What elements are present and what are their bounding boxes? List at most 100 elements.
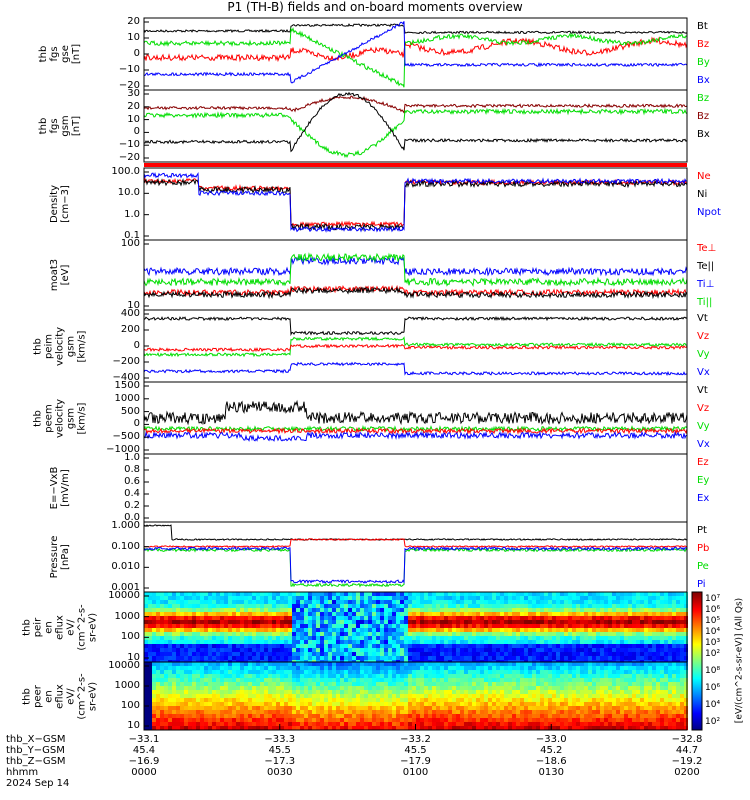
legend-entry: Pi bbox=[697, 579, 706, 590]
ytick-label: 0.1 bbox=[124, 230, 140, 241]
ytick-label: 1500 bbox=[114, 380, 140, 391]
colorbar-tick: 10⁶ bbox=[705, 605, 721, 615]
xaxis-value: −33.0 bbox=[535, 734, 567, 745]
ytick-label: 20 bbox=[127, 100, 140, 112]
vz-peem-line bbox=[143, 426, 688, 436]
xaxis-value: −33.1 bbox=[128, 734, 160, 745]
colorbar-tick: 10² bbox=[705, 649, 721, 659]
ytick-label: 500 bbox=[120, 405, 140, 417]
ion-spectrogram bbox=[144, 592, 688, 664]
legend-entry: Vy bbox=[697, 421, 710, 432]
panel-ylabel: thb peir en eflux eV/ (cm^2-s- sr-eV) bbox=[21, 603, 99, 651]
ytick-label: 10 bbox=[127, 32, 140, 43]
legend-entry: Ex bbox=[697, 493, 710, 504]
legend-entry: Vt bbox=[697, 313, 708, 324]
ytick-label: −20 bbox=[118, 80, 140, 91]
xaxis-value: 0200 bbox=[674, 767, 700, 778]
ytick-label: −10 bbox=[118, 139, 140, 151]
panel-ylabel: Density [cm−3] bbox=[49, 184, 71, 224]
legend-entry: Bz bbox=[697, 39, 710, 50]
panel-ylabel: thb fgs gse [nT] bbox=[38, 43, 82, 65]
legend-entry: Ti⊥ bbox=[697, 279, 715, 290]
xaxis-row-label: thb_Z−GSM bbox=[6, 756, 66, 767]
legend-entry: Te|| bbox=[697, 261, 715, 272]
pi-line bbox=[143, 546, 688, 585]
ytick-label: 0.4 bbox=[124, 488, 140, 499]
legend-entry: Vx bbox=[697, 367, 710, 378]
te-par-line bbox=[143, 286, 688, 300]
ytick-label: 0 bbox=[133, 418, 140, 430]
legend-entry: Vz bbox=[697, 403, 710, 414]
legend-entry: Ez bbox=[697, 457, 709, 468]
ytick-label: 20 bbox=[127, 16, 140, 27]
ytick-label: 10.0 bbox=[117, 187, 140, 199]
xaxis-value: 0100 bbox=[402, 767, 429, 778]
vx-peem-line bbox=[143, 430, 688, 442]
bz-gsm-line bbox=[143, 95, 688, 114]
colorbar-label: [eV/(cm^2-s-sr-eV)] (All Qs) bbox=[734, 597, 745, 724]
by-gsm-line bbox=[143, 107, 688, 158]
colorbar-tick: 10³ bbox=[705, 638, 721, 648]
legend-entry: Vz bbox=[697, 331, 710, 342]
ytick-label: 1.0 bbox=[124, 208, 140, 220]
colorbar bbox=[691, 591, 703, 731]
panel-frame-temp bbox=[143, 239, 688, 311]
colorbar-tick: 10⁵ bbox=[705, 616, 721, 626]
ytick-label: 0.0 bbox=[124, 512, 140, 523]
legend-entry: Pb bbox=[697, 543, 710, 554]
ytick-label: 1000 bbox=[114, 610, 140, 622]
ytick-label: 0.010 bbox=[111, 561, 140, 573]
panel-ylabel: moat3 [eV] bbox=[49, 258, 71, 292]
legend-entry: Vy bbox=[697, 349, 710, 360]
ytick-label: −1000 bbox=[106, 444, 140, 455]
legend-entry: Vx bbox=[697, 439, 710, 450]
panel-ylabel: Pressure [nPa] bbox=[49, 535, 71, 579]
ti-par-line bbox=[143, 252, 688, 287]
xaxis-value: −33.3 bbox=[264, 734, 296, 745]
xaxis-value: −33.2 bbox=[400, 734, 431, 745]
pe-line bbox=[143, 547, 688, 588]
ytick-label: −20 bbox=[118, 152, 140, 163]
xaxis-value: −17.9 bbox=[400, 756, 431, 767]
ytick-label: 0.8 bbox=[124, 464, 140, 475]
xaxis-value: −19.2 bbox=[671, 756, 703, 767]
xaxis-value: −17.3 bbox=[264, 756, 296, 767]
npot-line bbox=[143, 172, 688, 233]
legend-entry: Ni bbox=[697, 189, 708, 200]
vy-peem-line bbox=[143, 424, 688, 433]
xaxis-value: −18.6 bbox=[535, 756, 567, 767]
ytick-label: 1.0 bbox=[124, 452, 140, 463]
xaxis-value: 0000 bbox=[131, 767, 157, 778]
bt-line bbox=[143, 23, 688, 35]
by-line bbox=[143, 27, 688, 88]
ytick-label: 0 bbox=[133, 126, 140, 138]
ytick-label: 0.001 bbox=[111, 582, 140, 593]
ytick-label: 10 bbox=[127, 652, 140, 663]
xaxis-row-label: thb_Y−GSM bbox=[6, 745, 65, 756]
vz-peim-line bbox=[143, 343, 688, 353]
panel-ylabel: thb peer en eflux eV/ (cm^2-s- sr-eV) bbox=[21, 672, 99, 720]
colorbar-tick: 10⁴ bbox=[705, 627, 721, 637]
legend-entry: Vt bbox=[697, 385, 708, 396]
legend-entry: Te⊥ bbox=[697, 243, 717, 254]
legend-entry: Bx bbox=[697, 129, 710, 140]
colorbar-tick: 10⁸ bbox=[705, 666, 721, 676]
colorbar-tick: 10⁴ bbox=[705, 700, 721, 710]
legend-entry: By bbox=[697, 57, 710, 68]
legend-entry: Npot bbox=[697, 207, 721, 218]
legend-entry: Bz bbox=[697, 111, 710, 122]
ytick-label: −400 bbox=[112, 372, 140, 383]
plot-title: P1 (TH-B) fields and on-board moments ov… bbox=[227, 0, 523, 14]
ytick-label: 0 bbox=[133, 48, 140, 59]
panel-frame-fgs-gsm bbox=[143, 89, 688, 163]
panel-ylabel: thb peem velocity gsm [km/s] bbox=[32, 398, 88, 438]
legend-entry: Ti|| bbox=[697, 297, 713, 308]
ytick-label: 10 bbox=[127, 113, 140, 125]
ytick-label: 30 bbox=[127, 88, 140, 99]
legend-entry: Pe bbox=[697, 561, 709, 572]
panel-frame-density bbox=[143, 167, 688, 241]
ytick-label: 0.6 bbox=[124, 476, 140, 487]
vy-peim-line bbox=[143, 336, 688, 358]
ytick-label: −500 bbox=[112, 431, 140, 443]
